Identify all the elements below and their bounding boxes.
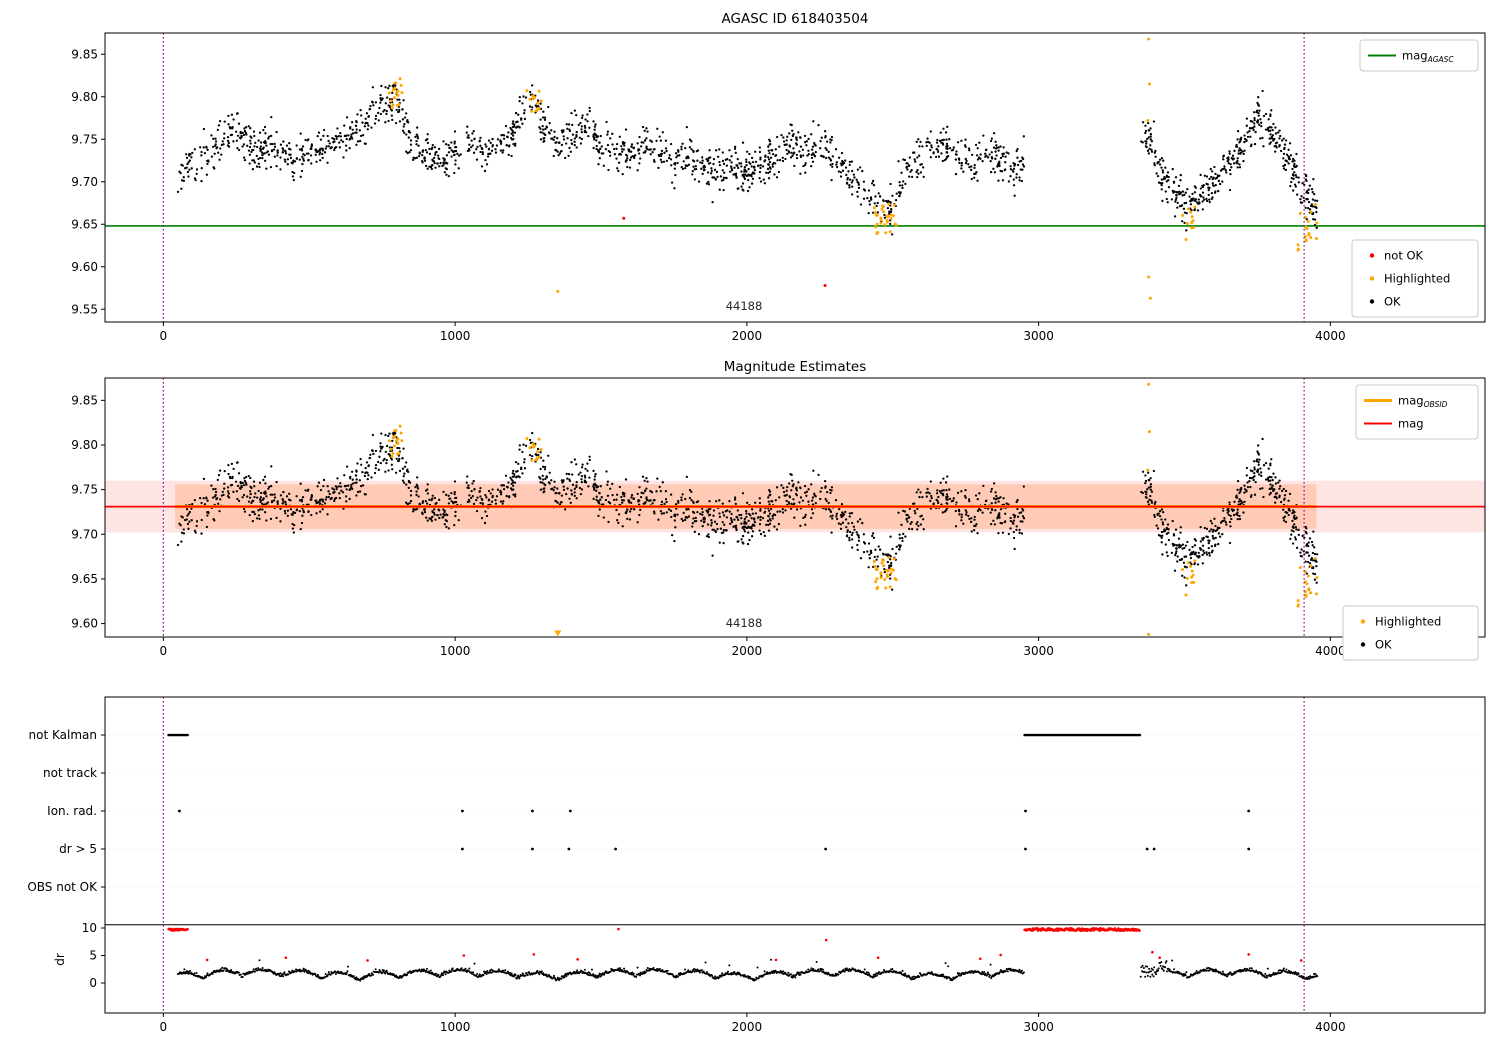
svg-text:3000: 3000 bbox=[1023, 329, 1054, 343]
svg-text:2000: 2000 bbox=[732, 644, 763, 658]
flag-points bbox=[177, 809, 1251, 851]
svg-text:9.75: 9.75 bbox=[71, 483, 98, 497]
obsid-annotation-middle: 44188 bbox=[725, 616, 763, 630]
svg-text:9.55: 9.55 bbox=[71, 302, 98, 316]
svg-text:9.85: 9.85 bbox=[71, 393, 98, 407]
svg-text:1000: 1000 bbox=[440, 329, 471, 343]
clipped-point-marker bbox=[554, 630, 562, 637]
svg-text:2000: 2000 bbox=[732, 329, 763, 343]
svg-text:9.60: 9.60 bbox=[71, 260, 98, 274]
svg-text:OK: OK bbox=[1375, 638, 1392, 652]
dr-not-ok-scatter bbox=[167, 926, 1303, 962]
svg-text:Highlighted: Highlighted bbox=[1384, 272, 1450, 286]
ok-scatter bbox=[176, 431, 1319, 591]
svg-text:mag: mag bbox=[1398, 417, 1424, 431]
svg-text:4000: 4000 bbox=[1315, 329, 1346, 343]
ok-scatter bbox=[176, 83, 1319, 236]
dr-scatter bbox=[176, 958, 1319, 982]
svg-text:9.85: 9.85 bbox=[71, 47, 98, 61]
svg-text:0: 0 bbox=[160, 644, 168, 658]
svg-text:3000: 3000 bbox=[1023, 644, 1054, 658]
svg-text:9.65: 9.65 bbox=[71, 217, 98, 231]
obsid-annotation-top: 44188 bbox=[725, 299, 763, 313]
plot1-title: AGASC ID 618403504 bbox=[721, 11, 869, 27]
svg-text:magAGASC: magAGASC bbox=[1402, 49, 1454, 65]
svg-text:9.65: 9.65 bbox=[71, 572, 98, 586]
svg-text:4000: 4000 bbox=[1315, 644, 1346, 658]
chart-agasc-magnitudes: 0 1000 2000 3000 4000 9.85 9.80 9.75 9.70 9.65 9.6… bbox=[71, 32, 1486, 343]
svg-text:Highlighted: Highlighted bbox=[1375, 615, 1441, 629]
highlighted-scatter bbox=[387, 37, 1319, 300]
svg-text:not OK: not OK bbox=[1384, 249, 1424, 263]
not-ok-scatter bbox=[622, 216, 827, 287]
plot2-title: Magnitude Estimates bbox=[723, 359, 867, 375]
svg-text:9.70: 9.70 bbox=[71, 175, 98, 189]
svg-text:1000: 1000 bbox=[440, 644, 471, 658]
flag-not-kalman-segments bbox=[167, 733, 1142, 737]
svg-text:9.80: 9.80 bbox=[71, 90, 98, 104]
chart-magnitude-estimates: 0 1000 2000 3000 4000 9.85 9.80 9.75 9.70 9.65 9.6… bbox=[71, 377, 1486, 661]
svg-text:9.80: 9.80 bbox=[71, 438, 98, 452]
svg-text:9.75: 9.75 bbox=[71, 132, 98, 146]
highlighted-scatter bbox=[387, 382, 1319, 636]
svg-text:0: 0 bbox=[160, 329, 168, 343]
svg-text:magOBSID: magOBSID bbox=[1398, 394, 1448, 410]
svg-text:OK: OK bbox=[1384, 295, 1401, 309]
svg-text:9.60: 9.60 bbox=[71, 617, 98, 631]
svg-text:9.70: 9.70 bbox=[71, 527, 98, 541]
